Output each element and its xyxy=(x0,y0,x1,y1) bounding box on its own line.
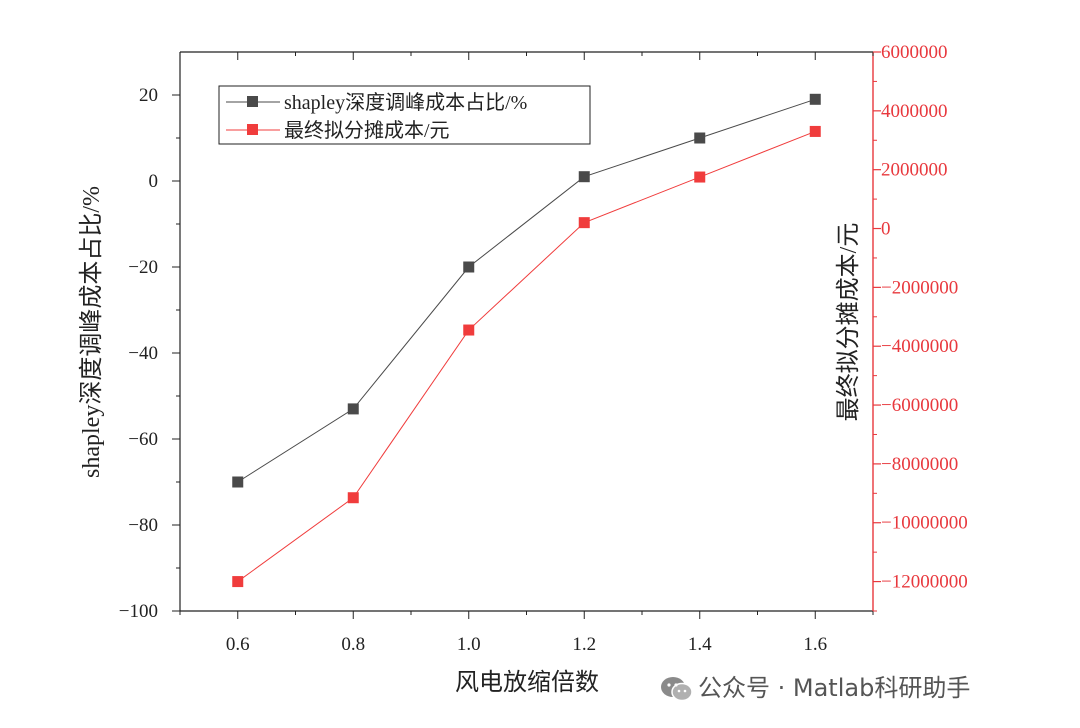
series-1-point xyxy=(809,125,821,137)
axes-layer: 0.6 0.8 1.0 1.2 1.4 1.6 −100 −80 −60 −40 −20 0 20 −12… xyxy=(119,42,968,655)
y-right-tick-label: 6000000 xyxy=(881,42,948,63)
series-0-point xyxy=(232,476,244,488)
y-right-tick-label: −2000000 xyxy=(881,277,958,298)
y-right-tick-label: −12000000 xyxy=(881,572,968,593)
legend-marker-shapley xyxy=(247,96,258,107)
y-left-axis-title: shapley深度调峰成本占比/% xyxy=(78,186,105,478)
series-0-point xyxy=(463,261,475,273)
x-tick-label: 1.2 xyxy=(572,634,596,655)
x-tick-label: 0.6 xyxy=(226,634,250,655)
y-left-tick-label: −20 xyxy=(128,257,158,278)
watermark: 公众号 · Matlab科研助手 xyxy=(660,668,970,703)
series-layer xyxy=(232,93,821,588)
y-left-tick-label: −60 xyxy=(128,429,158,450)
series-1-point xyxy=(578,217,590,229)
y-left-tick-label: 20 xyxy=(139,85,158,106)
y-right-tick-label: −4000000 xyxy=(881,336,958,357)
x-tick-label: 0.8 xyxy=(341,634,365,655)
watermark-text: 公众号 · Matlab科研助手 xyxy=(698,674,971,702)
y-left-tick-label: −80 xyxy=(128,515,158,536)
legend-box xyxy=(218,85,591,145)
legend-label-cost: 最终拟分摊成本/元 xyxy=(284,119,450,142)
series-0-point xyxy=(694,132,706,144)
x-tick-label: 1.4 xyxy=(688,634,712,655)
series-0-point xyxy=(809,93,821,105)
y-left-tick-label: −40 xyxy=(128,343,158,364)
series-0-point xyxy=(578,171,590,183)
y-left-tick-label: 0 xyxy=(149,171,159,192)
x-tick-label: 1.0 xyxy=(457,634,481,655)
y-right-axis-title: 最终拟分摊成本/元 xyxy=(835,223,862,422)
y-left-tick-label: −100 xyxy=(119,601,158,622)
y-right-tick-label: −6000000 xyxy=(881,395,958,416)
y-right-tick-label: −10000000 xyxy=(881,513,968,534)
y-right-tick-label: 0 xyxy=(881,219,891,240)
wechat-icon xyxy=(661,677,693,702)
series-1-point xyxy=(347,492,359,504)
series-1-point xyxy=(694,171,706,183)
series-1-point xyxy=(463,324,475,336)
x-tick-label: 1.6 xyxy=(803,634,827,655)
legend: shapley深度调峰成本占比/% 最终拟分摊成本/元 xyxy=(218,85,591,145)
x-axis-title: 风电放缩倍数 xyxy=(455,669,599,696)
legend-marker-cost xyxy=(247,124,258,135)
y-right-tick-label: 4000000 xyxy=(881,101,948,122)
series-1-point xyxy=(232,576,244,588)
legend-label-shapley: shapley深度调峰成本占比/% xyxy=(284,91,527,114)
y-right-tick-label: −8000000 xyxy=(881,454,958,475)
series-line-1 xyxy=(237,130,816,582)
y-right-tick-label: 2000000 xyxy=(881,160,948,181)
series-line-0 xyxy=(237,98,816,483)
series-0-point xyxy=(347,403,359,415)
